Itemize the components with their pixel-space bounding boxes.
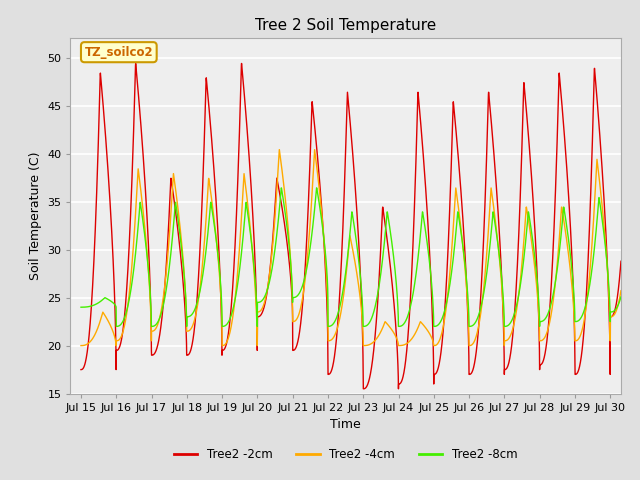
Legend: Tree2 -2cm, Tree2 -4cm, Tree2 -8cm: Tree2 -2cm, Tree2 -4cm, Tree2 -8cm [169, 444, 522, 466]
X-axis label: Time: Time [330, 418, 361, 431]
Y-axis label: Soil Temperature (C): Soil Temperature (C) [29, 152, 42, 280]
Title: Tree 2 Soil Temperature: Tree 2 Soil Temperature [255, 18, 436, 33]
Text: TZ_soilco2: TZ_soilco2 [84, 46, 153, 59]
